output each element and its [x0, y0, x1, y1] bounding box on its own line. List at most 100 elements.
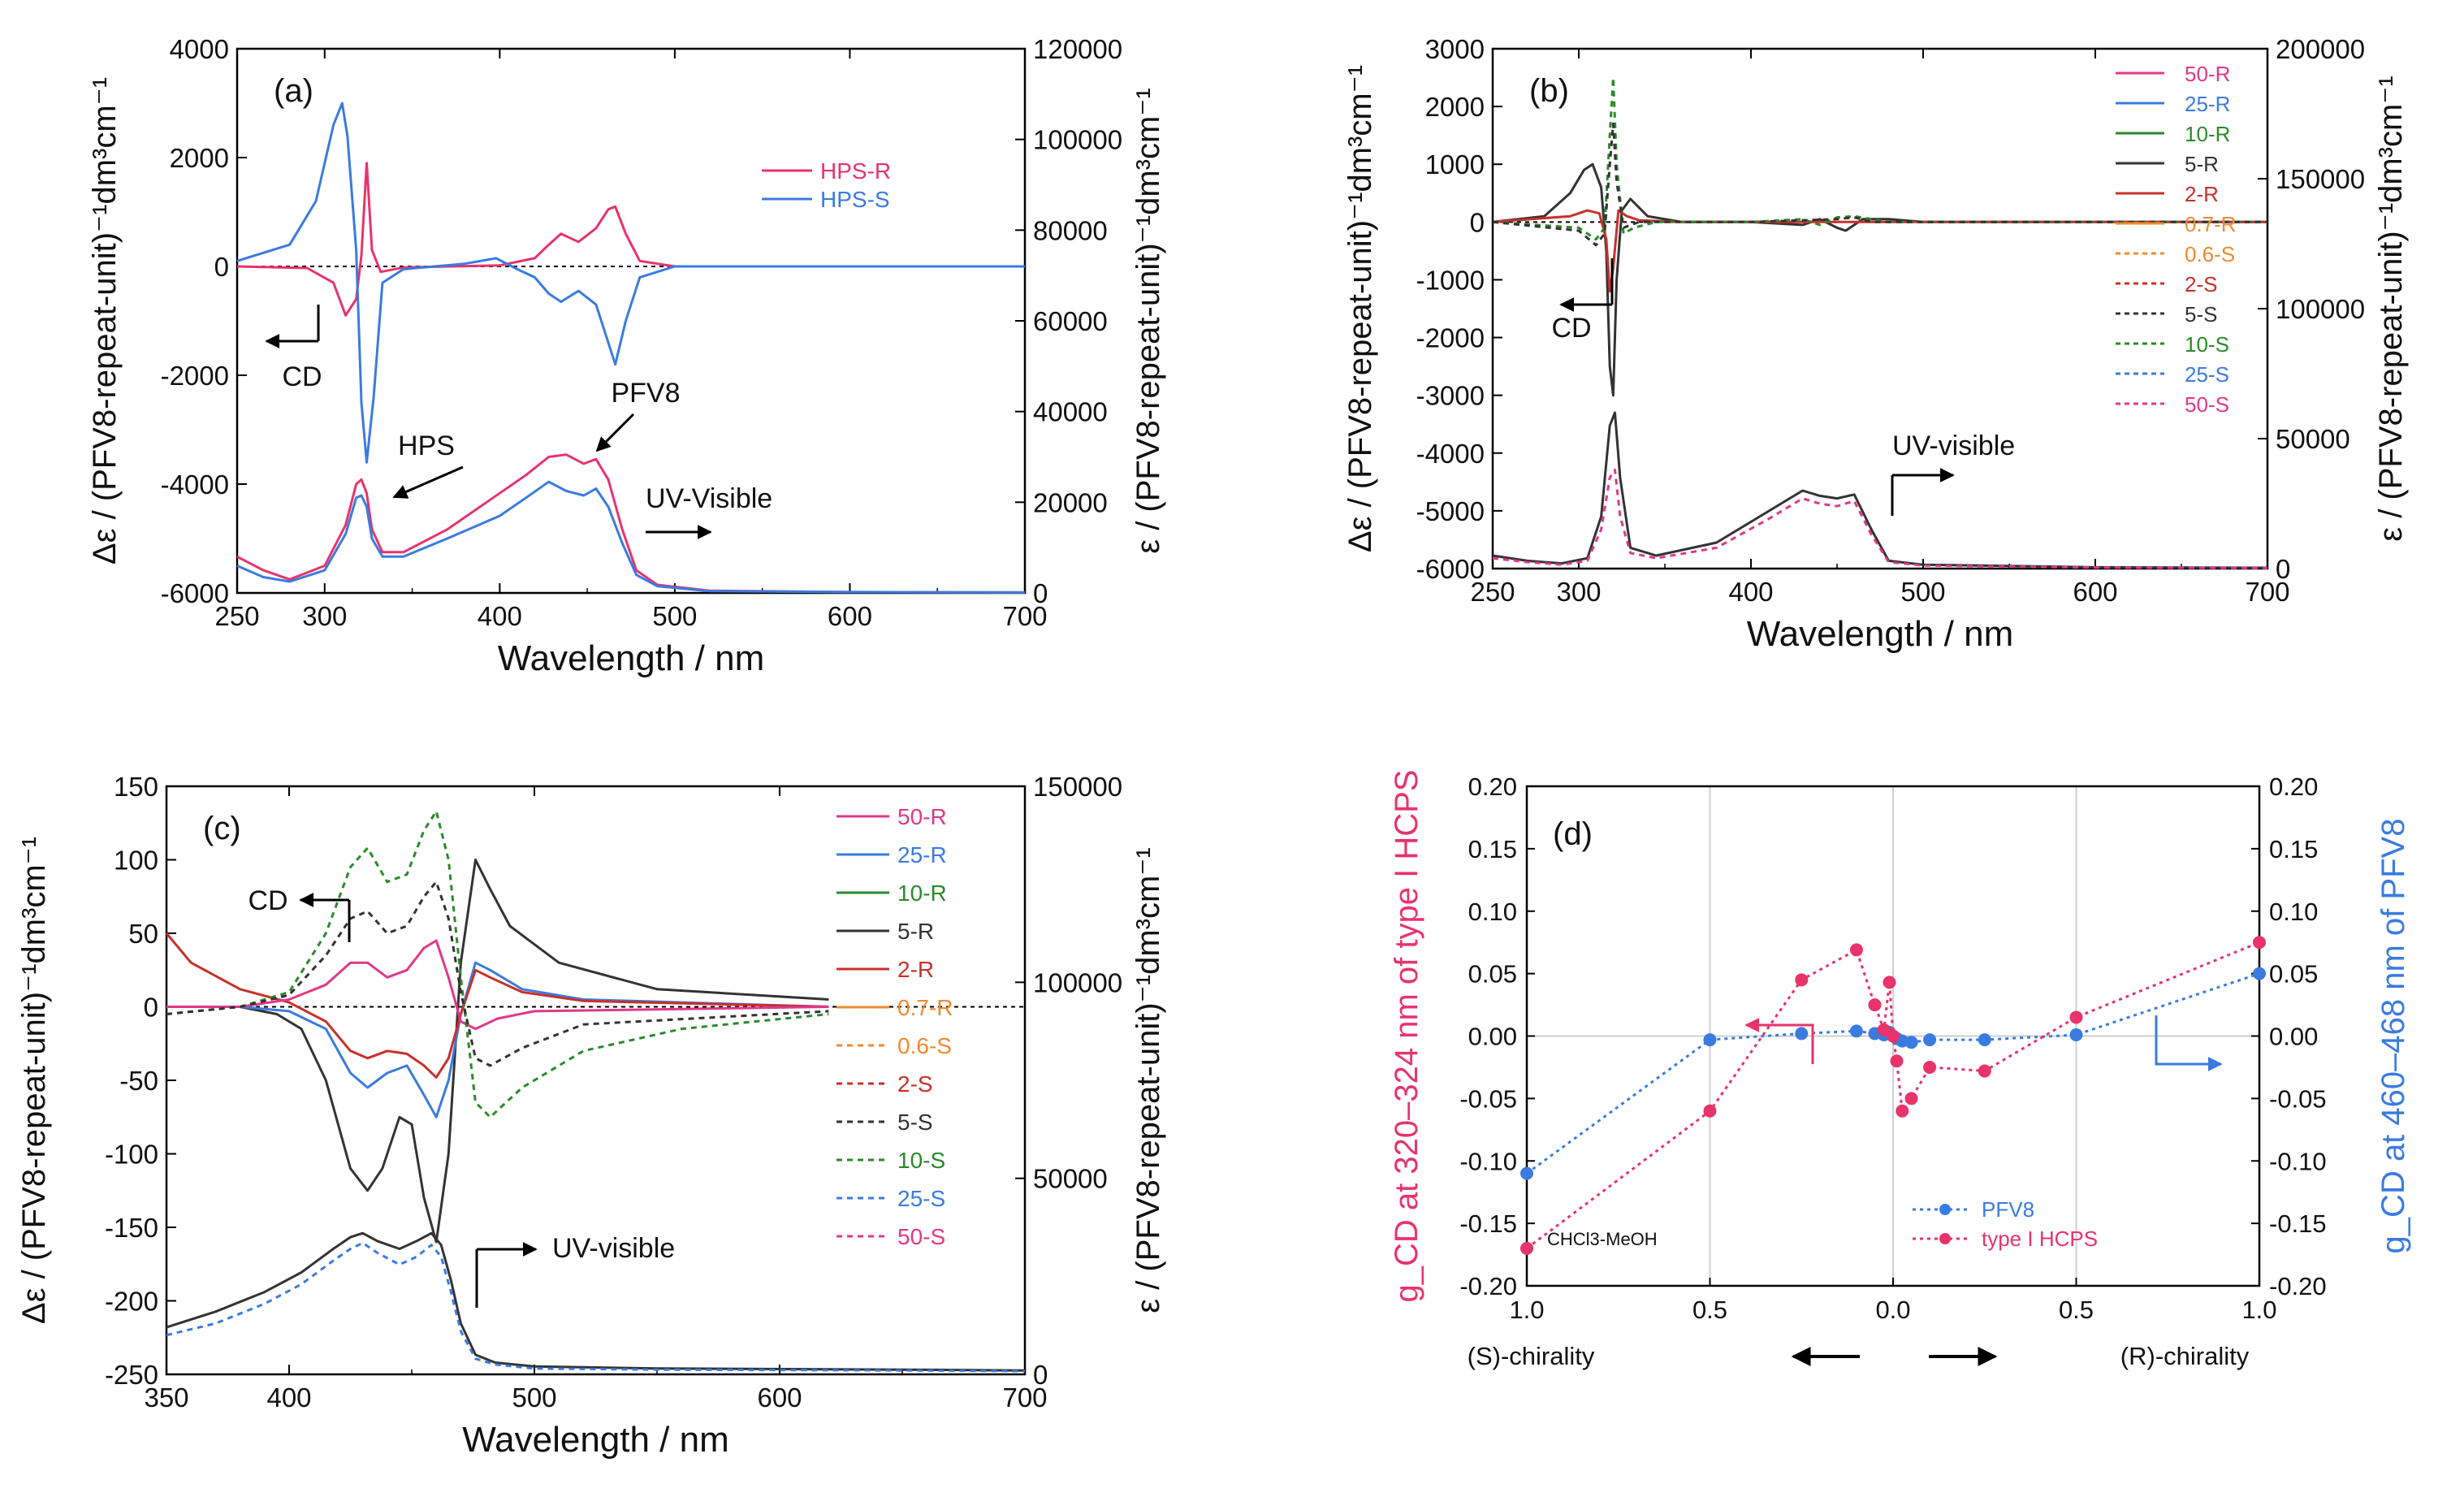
panel-d-data-point — [1849, 943, 1863, 957]
panel-c-ytick-left-label: -100 — [105, 1140, 158, 1170]
panel-c-series-line — [166, 1241, 1026, 1373]
panel-d-xtick-label: 0.5 — [2059, 1296, 2094, 1324]
panel-c-series-line — [166, 810, 829, 1118]
panel-d-ytick-left-label: -0.05 — [1459, 1084, 1517, 1113]
panel-d-legend-label: type I HCPS — [1982, 1227, 2098, 1251]
panel-c-legend-label: 0.6-S — [897, 1033, 952, 1058]
panel-b-ytick-left-label: -3000 — [1416, 381, 1485, 411]
panel-b-ytick-right-label: 150000 — [2276, 164, 2365, 194]
panel-b-panel-letter: (b) — [1529, 73, 1569, 109]
panel-b-xtick-label: 250 — [1470, 577, 1515, 607]
panel-d-ytick-right-label: -0.20 — [2269, 1272, 2327, 1300]
panel-d-ytick-left-label: -0.15 — [1459, 1209, 1517, 1238]
panel-c-legend-label: 10-S — [897, 1148, 945, 1173]
panel-d-data-point — [1703, 1033, 1717, 1047]
panel-b-ytick-left-label: -2000 — [1416, 323, 1485, 353]
panel-c-annotation-uv: UV-visible — [552, 1233, 675, 1264]
panel-c-legend-label: 10-R — [897, 880, 947, 906]
panel-b-xtick-label: 400 — [1728, 577, 1773, 607]
panel-b-legend-label: 25-R — [2185, 92, 2230, 116]
panel-a-xtick-label: 500 — [652, 601, 697, 631]
panel-b-legend-label: 2-R — [2185, 182, 2219, 206]
panel-c-ytick-right-label: 50000 — [1033, 1164, 1108, 1194]
panel-d-data-point — [1904, 1036, 1918, 1049]
panel-c-series-line — [166, 1231, 1026, 1372]
panel-d-xtick-label: 1.0 — [2241, 1296, 2276, 1324]
panel-a-ytick-right-label: 20000 — [1033, 487, 1108, 517]
panel-b-series-line — [1492, 468, 2268, 569]
panel-b-y-axis-left-label: Δε / (PFV8-repeat-unit)⁻¹dm³cm⁻¹ — [1342, 65, 1378, 552]
panel-d-data-point — [1923, 1033, 1937, 1047]
panel-b-x-axis-label: Wavelength / nm — [1747, 614, 2014, 654]
panel-c-ytick-left-label: 0 — [144, 993, 158, 1023]
panel-b-legend-label: 0.6-S — [2185, 242, 2235, 266]
panel-c-legend-label: 50-S — [897, 1224, 945, 1249]
panel-c-annotation-cd: CD — [248, 885, 287, 916]
panel-a-panel-letter: (a) — [274, 73, 313, 109]
panel-a-ytick-right-label: 60000 — [1033, 306, 1108, 336]
panel-b-xtick-label: 700 — [2245, 577, 2289, 607]
panel-b-xtick-label: 300 — [1556, 577, 1601, 607]
panel-a-hps-arrow — [392, 465, 464, 499]
panel-b-y-axis-right-label: ε / (PFV8-repeat-unit)⁻¹dm³cm⁻¹ — [2373, 76, 2409, 541]
panel-d-xtick-label: 0.5 — [1692, 1296, 1727, 1324]
panel-d-x-label-s-chirality: (S)-chirality — [1468, 1342, 1595, 1370]
panel-c-xtick-label: 400 — [266, 1382, 311, 1413]
panel-c-series-line — [166, 880, 829, 1067]
panel-b-y-axis-right-label-group: ε / (PFV8-repeat-unit)⁻¹dm³cm⁻¹ — [2373, 76, 2409, 541]
panel-b-ytick-left-label: -5000 — [1416, 496, 1485, 526]
panel-c-xtick-label: 700 — [1002, 1382, 1047, 1413]
panel-c-ytick-left-label: -50 — [119, 1066, 158, 1096]
panel-a-series-line — [236, 480, 1026, 594]
panel-a-ytick-left-label: 0 — [214, 252, 229, 282]
panel-c-y-axis-right-label-group: ε / (PFV8-repeat-unit)⁻¹dm³cm⁻¹ — [1130, 847, 1166, 1313]
panel-d-ytick-right-label: 0.15 — [2269, 835, 2318, 863]
panel-d-legend-marker — [1939, 1233, 1951, 1244]
panel-a-ytick-left-label: -2000 — [161, 361, 229, 391]
panel-d-panel-letter: (d) — [1553, 816, 1593, 852]
panel-d-ytick-left-label: 0.05 — [1468, 960, 1517, 989]
panel-d-ytick-left-label: 0.00 — [1468, 1023, 1517, 1051]
panel-d-xtick-label: 0.0 — [1875, 1296, 1910, 1324]
panel-b-series-line — [1492, 122, 2267, 247]
panel-d-data-point — [1877, 1023, 1891, 1036]
panel-d-data-point — [1795, 1027, 1809, 1041]
panel-b-ytick-right-label: 0 — [2276, 554, 2290, 584]
panel-a-ytick-left-label: 2000 — [170, 143, 229, 173]
panel-c-legend-label: 0.7-R — [897, 995, 953, 1020]
panel-d-data-point — [1978, 1033, 1991, 1047]
panel-d-ytick-right-label: 0.20 — [2269, 772, 2318, 801]
panel-d-data-point — [1887, 1029, 1900, 1043]
panel-a-y-axis-right-label: ε / (PFV8-repeat-unit)⁻¹dm³cm⁻¹ — [1130, 88, 1166, 553]
panel-c-series-line — [166, 939, 829, 1031]
panel-a-xtick-label: 300 — [302, 601, 347, 631]
panel-b-ytick-left-label: 3000 — [1425, 34, 1485, 64]
panel-a-series-line — [236, 102, 1025, 464]
panel-d-ytick-left-label: -0.10 — [1459, 1147, 1517, 1175]
panel-b-legend-label: 25-S — [2185, 362, 2229, 387]
panel-d-y-axis-right-label: g_CD at 460–468 nm of PFV8 — [2375, 819, 2411, 1254]
panel-a-ytick-right-label: 40000 — [1033, 397, 1108, 427]
panel-b-ytick-left-label: 1000 — [1425, 149, 1485, 180]
panel-a-ytick-left-label: 4000 — [170, 34, 229, 64]
panel-d-data-point — [1849, 1024, 1863, 1038]
panel-d-x-label-r-chirality: (R)-chirality — [2120, 1342, 2250, 1370]
panel-d-y-axis-left-label-group: g_CD at 320–324 nm of type I HCPS — [1389, 770, 1424, 1303]
panel-c-ytick-left-label: 50 — [128, 919, 158, 949]
panel-c-ytick-left-label: -250 — [105, 1360, 158, 1390]
panel-b-xtick-label: 600 — [2073, 577, 2117, 607]
panel-a-frame — [236, 47, 1027, 595]
panel-a-y-axis-left-label: Δε / (PFV8-repeat-unit)⁻¹dm³cm⁻¹ — [87, 77, 123, 565]
panel-a-ytick-left-label: -6000 — [161, 578, 229, 608]
panel-b-ytick-right-label: 200000 — [2276, 34, 2365, 64]
panel-d-y-axis-left-label: g_CD at 320–324 nm of type I HCPS — [1389, 770, 1424, 1303]
panel-c-series-line — [166, 859, 829, 1244]
panel-d-data-point — [1883, 976, 1896, 989]
panel-d-solvent-note: CHCl3-MeOH — [1547, 1229, 1658, 1249]
panel-b-series-line — [1492, 162, 2267, 397]
panel-c-ytick-left-label: 150 — [114, 772, 158, 802]
panel-d-xtick-label: 1.0 — [1509, 1296, 1544, 1324]
panel-b-legend-label: 2-S — [2185, 272, 2217, 296]
panel-b-xtick-label: 500 — [1900, 577, 1945, 607]
